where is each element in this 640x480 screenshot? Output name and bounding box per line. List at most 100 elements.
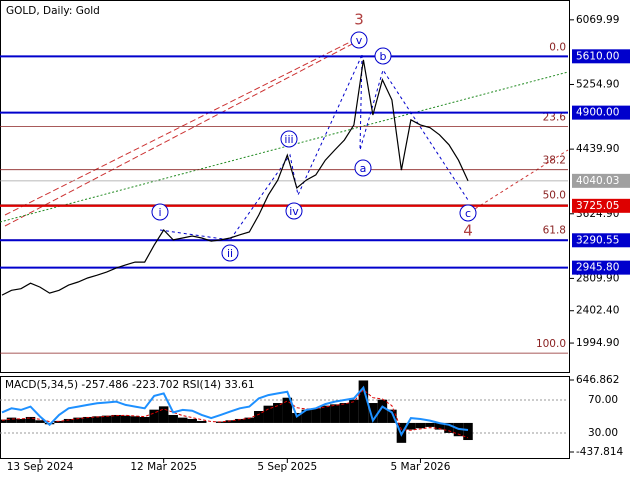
macd-bar (368, 403, 378, 423)
y2-tick-label: 646.862 (576, 374, 619, 386)
price-panel (0, 0, 570, 373)
macd-bar (187, 418, 197, 423)
level-label-box (572, 49, 630, 64)
price-line (1, 59, 469, 296)
macd-bar (139, 416, 150, 423)
chart-title: GOLD, Daily: Gold (6, 5, 100, 17)
wave-marker (280, 130, 298, 148)
macd-bar (101, 415, 112, 423)
macd-bar (130, 416, 140, 423)
level-label-box (572, 198, 630, 213)
fib-label: 50.0 (543, 190, 566, 202)
macd-bar (73, 417, 83, 423)
macd-bar (282, 397, 293, 423)
y-tick-label: 2809.90 (576, 272, 619, 284)
macd-bar (358, 380, 369, 423)
wave-marker (221, 244, 239, 262)
macd-bar (415, 422, 426, 429)
wave-label: 4 (463, 222, 473, 240)
macd-bar (349, 399, 359, 423)
wave-label: ii (227, 247, 233, 260)
macd-bar (82, 416, 93, 423)
x-tick-label: 5 Mar 2026 (391, 461, 451, 473)
fib-label: 0.0 (549, 41, 566, 53)
macd-bar (311, 408, 321, 423)
wave-label: b (380, 50, 387, 63)
wave-marker (374, 47, 392, 65)
macd-bar (168, 414, 178, 423)
macd-bar (225, 420, 235, 423)
macd-bar (444, 422, 454, 433)
macd-bar (92, 416, 102, 423)
indicator-title: MACD(5,34,5) -257.486 -223.702 RSI(14) 3… (5, 379, 255, 391)
level-label: 2945.80 (576, 262, 619, 274)
y-tick-label: 1994.90 (576, 337, 619, 349)
trend-line (0, 71, 569, 223)
macd-bar (120, 415, 131, 423)
rsi-tick-label: 30.00 (588, 427, 618, 439)
macd-bar (339, 403, 350, 423)
wave-line (159, 54, 363, 241)
indicator-panel (0, 376, 570, 459)
macd-bar (463, 422, 473, 441)
price-label: 4040.03 (576, 175, 619, 187)
macd-bar (177, 417, 188, 423)
macd-bar (235, 418, 245, 423)
macd-bar (254, 410, 264, 423)
macd-bar (434, 422, 445, 430)
y-tick-label: 6069.99 (576, 14, 619, 26)
wave-label: c (465, 207, 471, 220)
wave-label: 3 (354, 11, 364, 29)
macd-bar (25, 416, 36, 423)
macd-bar (301, 409, 312, 423)
macd-bar (158, 406, 169, 423)
wave-marker (459, 204, 477, 222)
level-label-box (572, 233, 630, 248)
wave-marker (285, 202, 303, 220)
wave-marker (354, 159, 372, 177)
signal-line (1, 388, 469, 439)
fib-label: 61.8 (543, 225, 566, 237)
y-tick-label: 5254.90 (576, 78, 619, 90)
macd-bar (377, 399, 388, 423)
trend-line (469, 149, 569, 213)
wave-label: a (360, 162, 367, 175)
wave-label: iv (289, 205, 299, 218)
macd-bar (273, 403, 283, 423)
fib-label: 38.2 (543, 155, 566, 167)
drawing-tools (0, 35, 569, 241)
macd-bar (330, 404, 340, 423)
wave-label: iii (284, 133, 293, 146)
level-label: 4900.00 (576, 107, 619, 119)
y2-tick-label: -437.814 (576, 446, 624, 458)
fib-label: 100.0 (536, 338, 566, 350)
wave-marker (151, 203, 169, 221)
x-tick-label: 12 Mar 2025 (130, 461, 197, 473)
macd-bar (263, 405, 274, 423)
macd-bar (196, 420, 207, 423)
rsi-line (1, 385, 469, 437)
level-label-box (572, 260, 630, 275)
wave-marker (350, 31, 368, 49)
fib-label: 23.6 (543, 111, 567, 123)
level-label: 5610.00 (576, 50, 619, 62)
macd-bar (54, 420, 64, 423)
y-tick-label: 2402.40 (576, 305, 619, 317)
macd-bar (111, 414, 121, 423)
macd-bar (425, 422, 435, 427)
macd-bar (35, 420, 45, 423)
rsi-tick-label: 70.00 (588, 394, 618, 406)
macd-bar (320, 405, 331, 423)
macd-bar (244, 417, 255, 423)
level-label: 3725.05 (576, 200, 619, 212)
wave-label: i (158, 206, 161, 219)
macd-bar (6, 417, 17, 423)
price-label-box (572, 173, 630, 188)
macd-bar (292, 412, 302, 423)
x-tick-label: 5 Sep 2025 (257, 461, 317, 473)
macd-bar (16, 418, 26, 423)
x-tick-label: 13 Sep 2024 (7, 461, 74, 473)
level-label-box (572, 105, 630, 120)
